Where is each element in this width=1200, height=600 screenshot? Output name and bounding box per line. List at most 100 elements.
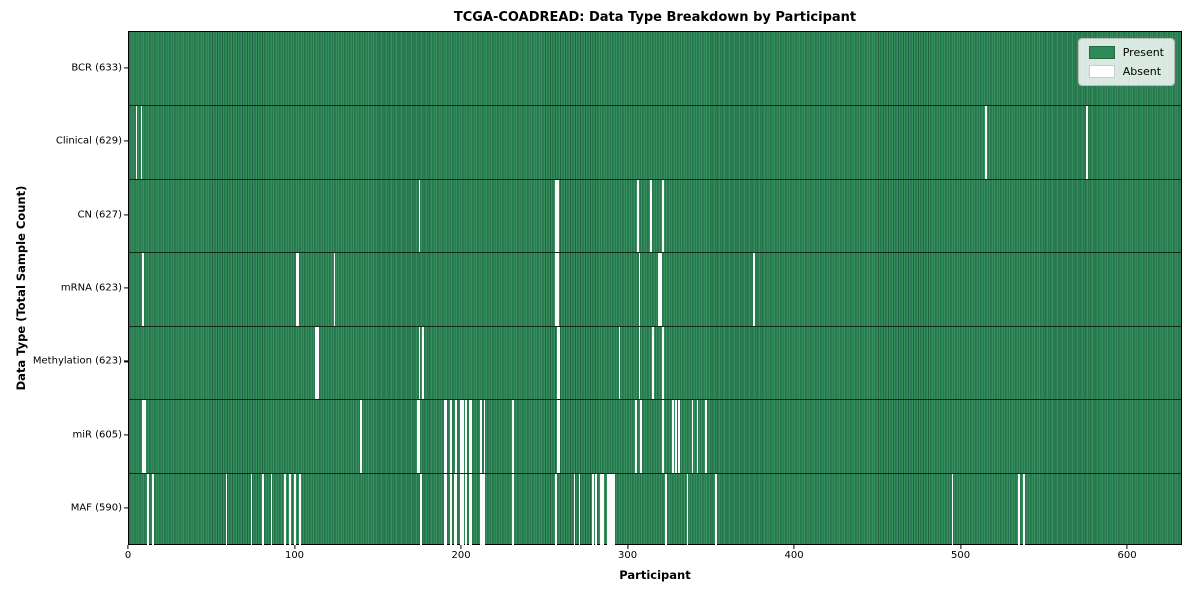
absent-stripe — [460, 400, 463, 473]
absent-stripe — [1023, 473, 1025, 546]
legend-swatch-present — [1088, 46, 1115, 59]
legend-label: Absent — [1122, 65, 1162, 78]
absent-stripe — [445, 473, 448, 546]
absent-stripe — [250, 473, 253, 546]
absent-stripe — [658, 253, 661, 326]
absent-stripe — [951, 473, 954, 546]
x-tick-label: 400 — [784, 550, 804, 561]
absent-stripe — [483, 400, 486, 473]
absent-stripe — [611, 473, 614, 546]
absent-stripe — [460, 473, 463, 546]
absent-stripe — [147, 473, 149, 546]
absent-stripe — [556, 326, 559, 400]
absent-stripe — [511, 400, 514, 473]
absent-stripe — [453, 473, 456, 546]
absent-stripe — [283, 473, 286, 546]
absent-stripe — [462, 400, 464, 473]
absent-stripe — [135, 106, 138, 179]
absent-stripe — [705, 400, 707, 473]
absent-stripe — [675, 400, 677, 473]
absent-stripe — [262, 473, 264, 546]
x-tick-label: 0 — [124, 550, 132, 561]
absent-stripe — [573, 473, 576, 546]
heatmap-row-maf — [129, 472, 1181, 546]
y-tick-mark — [124, 140, 128, 142]
absent-stripe — [315, 326, 318, 400]
absent-stripe — [608, 473, 611, 546]
x-tick-label: 200 — [451, 550, 471, 561]
heatmap-row-clinical — [129, 105, 1181, 179]
x-tick-mark — [626, 545, 629, 549]
x-tick-mark — [1126, 545, 1128, 549]
absent-stripe — [640, 400, 642, 473]
x-tick-mark — [959, 545, 962, 549]
absent-stripe — [558, 326, 561, 400]
absent-stripe — [142, 400, 144, 473]
absent-stripe — [480, 473, 483, 546]
absent-stripe — [481, 473, 484, 546]
absent-stripe — [696, 400, 699, 473]
absent-stripe — [606, 473, 609, 546]
absent-stripe — [270, 473, 273, 546]
x-axis-label: Participant — [619, 568, 691, 582]
y-tick-mark — [124, 287, 128, 289]
absent-stripe — [661, 326, 664, 400]
absent-stripe — [293, 473, 296, 546]
absent-stripe — [470, 400, 473, 473]
absent-stripe — [511, 473, 514, 546]
absent-stripe — [660, 253, 662, 326]
absent-stripe — [443, 400, 446, 473]
absent-stripe — [555, 179, 557, 253]
absent-stripe — [470, 473, 473, 546]
absent-stripe — [417, 400, 419, 473]
legend-entry: Absent — [1088, 65, 1164, 78]
absent-stripe — [143, 400, 146, 473]
y-tick-label: Methylation (623) — [32, 355, 122, 367]
x-tick-label: 300 — [617, 550, 638, 561]
absent-stripe — [1086, 106, 1089, 179]
absent-stripe — [618, 326, 621, 400]
absent-stripe — [450, 473, 453, 546]
y-tick-mark — [124, 434, 128, 436]
x-tick-mark — [293, 545, 296, 549]
absent-stripe — [443, 473, 446, 546]
absent-stripe — [418, 179, 421, 253]
absent-stripe — [468, 400, 471, 473]
absent-stripe — [661, 179, 664, 253]
y-tick-mark — [124, 507, 128, 509]
absent-stripe — [360, 400, 363, 473]
chart-title: TCGA-COADREAD: Data Type Breakdown by Pa… — [453, 10, 857, 25]
x-tick-label: 100 — [284, 550, 305, 561]
y-tick-label: mRNA (623) — [60, 282, 122, 294]
absent-stripe — [555, 253, 557, 326]
absent-stripe — [556, 253, 559, 326]
absent-stripe — [671, 400, 674, 473]
plot-area — [128, 31, 1182, 546]
absent-stripe — [591, 473, 594, 546]
absent-stripe — [422, 326, 424, 400]
absent-stripe — [661, 400, 664, 473]
y-tick-label: Clinical (629) — [55, 135, 122, 147]
absent-stripe — [317, 326, 319, 400]
absent-stripe — [715, 473, 717, 546]
heatmap-row-methylation — [129, 325, 1181, 400]
absent-stripe — [288, 473, 291, 546]
x-tick-label: 600 — [1117, 550, 1137, 561]
absent-stripe — [142, 253, 144, 326]
absent-stripe — [483, 473, 486, 546]
absent-stripe — [556, 179, 559, 253]
x-tick-label: 500 — [950, 550, 971, 561]
absent-stripe — [691, 400, 694, 473]
absent-stripe — [480, 400, 483, 473]
absent-stripe — [420, 473, 423, 546]
x-tick-mark — [793, 545, 795, 549]
absent-stripe — [140, 106, 143, 179]
y-axis-label: Data Type (Total Sample Count) — [14, 185, 28, 391]
y-tick-mark — [124, 213, 128, 216]
absent-stripe — [225, 473, 228, 546]
absent-stripe — [613, 473, 616, 546]
absent-stripe — [465, 400, 468, 473]
absent-stripe — [610, 473, 612, 546]
heatmap-row-mir — [129, 399, 1181, 473]
